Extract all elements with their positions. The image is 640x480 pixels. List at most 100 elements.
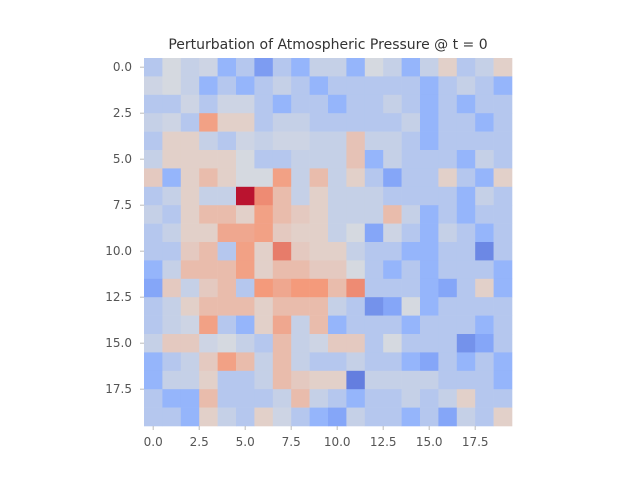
heatmap-cell <box>364 131 384 151</box>
heatmap-cell <box>162 94 182 114</box>
heatmap-cell <box>475 352 494 372</box>
heatmap-cell <box>291 352 310 372</box>
heatmap-cell <box>309 389 329 408</box>
heatmap-cell <box>401 370 421 390</box>
heatmap-cell <box>328 186 347 206</box>
heatmap-cell <box>346 334 366 353</box>
y-tick-label: 2.5 <box>113 106 132 120</box>
heatmap-cell <box>199 168 218 188</box>
heatmap-cell <box>254 370 274 390</box>
heatmap-cell <box>364 58 384 77</box>
heatmap-cell <box>401 223 421 243</box>
heatmap-cell <box>291 278 310 298</box>
heatmap-cell <box>364 168 384 188</box>
heatmap-cell <box>346 278 366 298</box>
heatmap-cell <box>493 389 513 408</box>
heatmap-cell <box>236 113 255 132</box>
heatmap-cell <box>254 334 274 353</box>
heatmap-cell <box>493 168 513 188</box>
heatmap-cell <box>328 297 347 316</box>
heatmap-cell <box>254 113 274 132</box>
heatmap-cell <box>420 389 439 408</box>
heatmap-cell <box>254 352 274 372</box>
heatmap-cell <box>309 370 329 390</box>
heatmap-cell <box>309 223 329 243</box>
heatmap-cell <box>236 76 255 96</box>
heatmap-cell <box>401 352 421 372</box>
heatmap-cell <box>456 150 476 169</box>
heatmap-cell <box>144 242 163 261</box>
heatmap-cell <box>309 58 329 77</box>
heatmap-cell <box>236 407 255 427</box>
y-tick-label: 7.5 <box>113 198 132 212</box>
heatmap-cell <box>456 389 476 408</box>
heatmap-cell <box>383 260 402 280</box>
heatmap-cell <box>383 352 402 372</box>
heatmap-cell <box>328 334 347 353</box>
heatmap-cell <box>456 205 476 224</box>
heatmap-cell <box>383 389 402 408</box>
heatmap-cell <box>162 223 182 243</box>
heatmap-cell <box>475 94 494 114</box>
heatmap-cell <box>217 334 237 353</box>
heatmap-cell <box>272 76 292 96</box>
heatmap-cell <box>309 186 329 206</box>
heatmap-cell <box>144 297 163 316</box>
heatmap-cell <box>456 131 476 151</box>
heatmap-cell <box>199 131 218 151</box>
heatmap-cell <box>144 352 163 372</box>
heatmap-cell <box>401 278 421 298</box>
heatmap-cell <box>199 205 218 224</box>
heatmap-cell <box>180 94 200 114</box>
heatmap-cell <box>475 389 494 408</box>
heatmap-cell <box>438 334 458 353</box>
chart-title: Perturbation of Atmospheric Pressure @ t… <box>168 37 487 53</box>
heatmap-cell <box>438 242 458 261</box>
heatmap-cell <box>236 168 255 188</box>
heatmap-cell <box>162 370 182 390</box>
heatmap-cell <box>199 352 218 372</box>
heatmap-cell <box>144 76 163 96</box>
heatmap-cell <box>254 205 274 224</box>
heatmap-cell <box>144 58 163 77</box>
heatmap-cell <box>364 278 384 298</box>
heatmap-cell <box>493 334 513 353</box>
heatmap-cell <box>144 113 163 132</box>
heatmap-cell <box>180 352 200 372</box>
heatmap-cell <box>420 242 439 261</box>
heatmap-cell <box>493 131 513 151</box>
heatmap-cell <box>493 315 513 335</box>
heatmap-cell <box>180 58 200 77</box>
heatmap-cell <box>328 278 347 298</box>
heatmap-cell <box>438 370 458 390</box>
heatmap-cell <box>383 94 402 114</box>
heatmap-cell <box>383 278 402 298</box>
heatmap-cell <box>236 334 255 353</box>
heatmap-cell <box>328 370 347 390</box>
heatmap-cell <box>291 94 310 114</box>
heatmap-cell <box>180 334 200 353</box>
y-axis: 0.0 2.5 5.0 7.5 10.0 12.5 15.0 17.5 <box>105 60 144 396</box>
heatmap-cell <box>493 260 513 280</box>
heatmap-cell <box>162 407 182 427</box>
heatmap-cell <box>199 278 218 298</box>
heatmap-cell <box>364 389 384 408</box>
heatmap-cell <box>199 389 218 408</box>
heatmap-cell <box>401 76 421 96</box>
heatmap-cell <box>420 113 439 132</box>
heatmap-cell <box>217 76 237 96</box>
y-tick-label: 10.0 <box>105 244 132 258</box>
heatmap-cell <box>328 168 347 188</box>
heatmap-cell <box>162 186 182 206</box>
heatmap-cell <box>291 407 310 427</box>
heatmap-cell <box>199 150 218 169</box>
heatmap-cell <box>272 260 292 280</box>
heatmap-cell <box>272 242 292 261</box>
heatmap-cell <box>144 205 163 224</box>
heatmap-cell <box>456 94 476 114</box>
heatmap-cell <box>217 205 237 224</box>
heatmap-cell <box>475 113 494 132</box>
heatmap-cell <box>180 76 200 96</box>
heatmap-cell <box>309 168 329 188</box>
heatmap-cell <box>180 407 200 427</box>
